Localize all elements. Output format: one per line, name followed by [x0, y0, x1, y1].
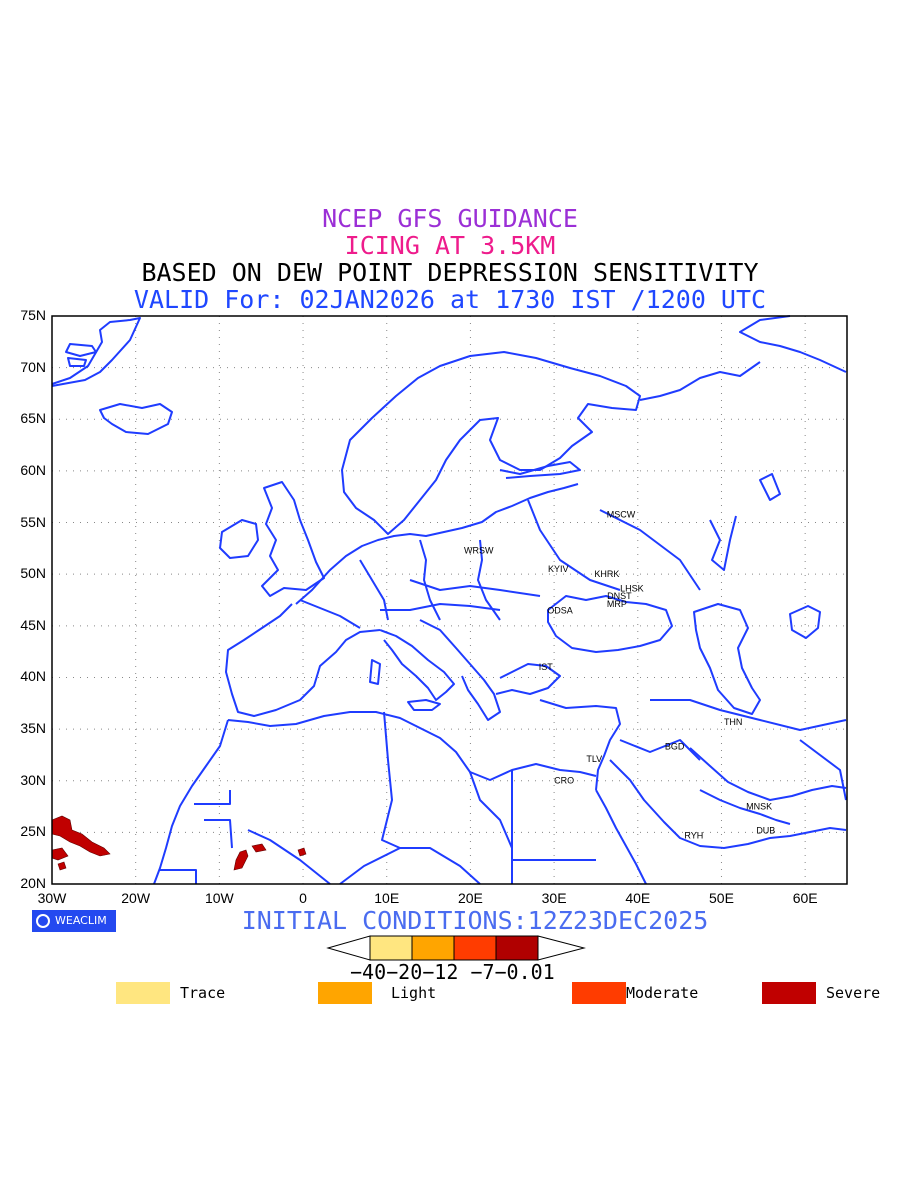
colorbar-tick-labels: −40−20−12 −7−0.01 [350, 960, 555, 984]
legend-swatch-moderate [572, 982, 626, 1004]
legend-label-trace: Trace [180, 984, 226, 1002]
lon-label: 0 [299, 890, 307, 906]
city-label-khrk: KHRK [594, 569, 619, 579]
lon-label: 20E [457, 890, 483, 906]
legend-label-moderate: Moderate [626, 984, 699, 1002]
title-line-3: BASED ON DEW POINT DEPRESSION SENSITIVIT… [141, 258, 759, 287]
initial-conditions: INITIAL CONDITIONS:12Z23DEC2025 [241, 906, 709, 935]
city-label-thn: THN [724, 717, 743, 727]
city-label-ist: IST [539, 662, 554, 672]
lon-label: 10W [204, 890, 234, 906]
icing-areas [51, 815, 307, 871]
city-label-ryh: RYH [684, 830, 703, 840]
lat-label: 25N [20, 823, 46, 840]
city-label-bgd: BGD [665, 742, 685, 752]
city-label-dub: DUB [756, 825, 775, 835]
lon-label: 10E [374, 890, 400, 906]
city-label-mrp: MRP [607, 599, 627, 609]
lat-label: 55N [20, 513, 46, 530]
map-frame [51, 315, 848, 885]
lat-label: 60N [20, 461, 46, 478]
legend-label-severe: Severe [826, 984, 881, 1002]
city-label-lhsk: LHSK [620, 584, 644, 594]
lon-label: 60E [792, 890, 818, 906]
legend-swatch-light [318, 982, 372, 1004]
lat-label: 75N [20, 307, 46, 323]
lon-label: 40E [625, 890, 651, 906]
city-label-cro: CRO [554, 776, 574, 786]
lon-label: 20W [121, 890, 151, 906]
city-label-mscw: MSCW [607, 509, 636, 519]
city-label-wrsw: WRSW [464, 545, 494, 555]
lat-label: 65N [20, 410, 46, 427]
legend-swatch-severe [762, 982, 816, 1004]
city-label-tlv: TLV [586, 754, 602, 764]
lat-label: 40N [20, 668, 46, 685]
lon-label: 30E [541, 890, 567, 906]
city-label-dnst: DNST [607, 591, 632, 601]
lat-label: 30N [20, 771, 46, 788]
city-label-mnsk: MNSK [746, 802, 772, 812]
logo-text: WEACLIM [55, 914, 107, 927]
city-label-kyiv: KYIV [548, 564, 569, 574]
title-line-2: ICING AT 3.5KM [344, 231, 556, 260]
city-label-odsa: ODSA [547, 605, 573, 615]
lat-label: 70N [20, 358, 46, 375]
lat-label: 20N [20, 875, 46, 891]
weaclim-logo: WEACLIM [32, 910, 116, 932]
lon-label: 50E [709, 890, 734, 906]
valid-time: VALID For: 02JAN2026 at 1730 IST /1200 U… [133, 285, 767, 314]
lat-label: 45N [20, 616, 46, 633]
logo-ring-icon [36, 914, 50, 928]
coastlines-and-borders [51, 315, 847, 885]
legend-swatch-trace [116, 982, 170, 1004]
legend-label-light: Light [391, 984, 437, 1002]
lat-label: 50N [20, 565, 46, 582]
lon-label: 30W [37, 890, 67, 906]
title-line-1: NCEP GFS GUIDANCE [322, 204, 578, 233]
map-gridlines [52, 316, 847, 884]
lat-label: 35N [20, 720, 46, 737]
